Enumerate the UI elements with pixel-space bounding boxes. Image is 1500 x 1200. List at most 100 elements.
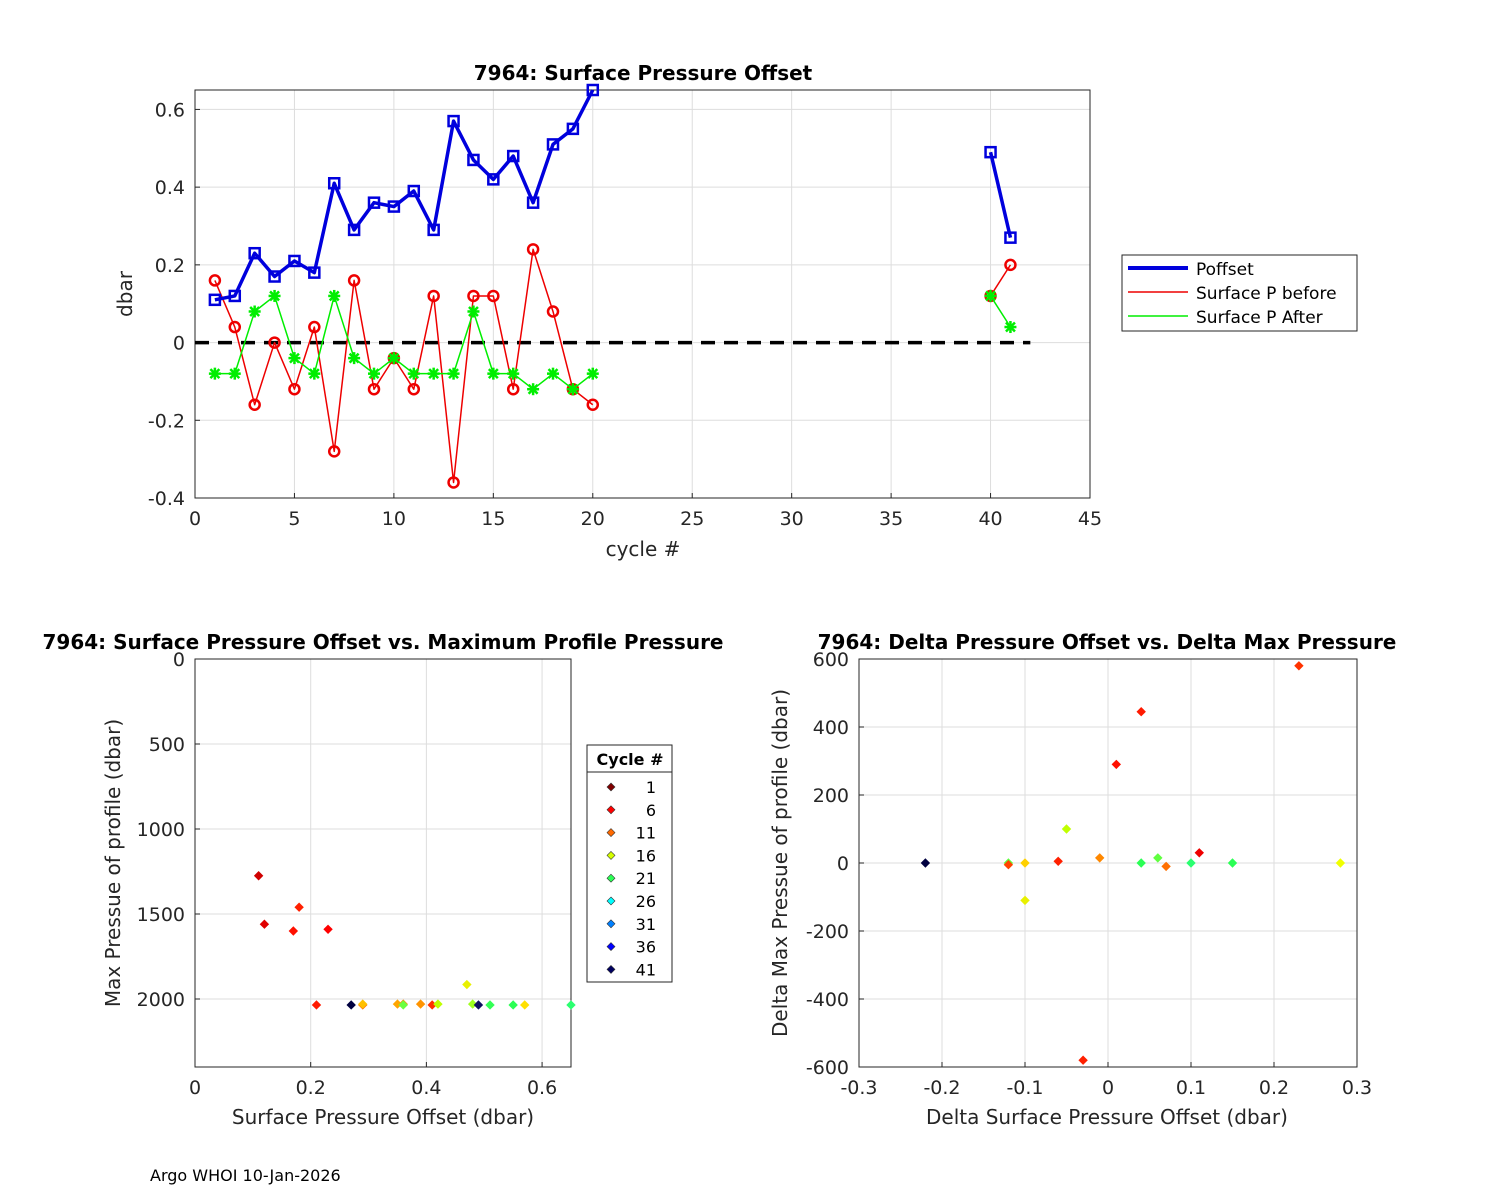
poffset-marker — [467, 153, 480, 167]
data-point — [392, 999, 403, 1009]
legend-marker — [606, 805, 616, 815]
data-point — [508, 1000, 518, 1010]
x-tick-label: 0.6 — [527, 1077, 557, 1099]
y-tick-label: 0 — [837, 853, 849, 875]
surface-p-before-marker — [506, 382, 520, 396]
surface-p-before-marker — [427, 289, 440, 303]
data-point — [1294, 661, 1304, 671]
chart2-legend-box — [586, 744, 673, 983]
poffset-marker — [308, 266, 321, 279]
surface-p-after-marker — [387, 352, 400, 365]
x-tick-label: 0 — [189, 1077, 201, 1099]
data-point — [398, 1000, 408, 1010]
x-tick-label: 10 — [382, 508, 406, 530]
y-tick-label: -400 — [806, 989, 849, 1011]
chart1-legend: Poffset Surface P before Surface P After — [1121, 254, 1358, 332]
chart3-data — [920, 661, 1346, 1065]
poffset-marker — [546, 138, 560, 151]
data-point — [473, 1000, 484, 1010]
poffset-marker — [447, 114, 460, 128]
x-tick-label: 20 — [581, 508, 605, 530]
chart3-title: 7964: Delta Pressure Offset vs. Delta Ma… — [818, 630, 1397, 654]
surface-p-after-marker — [208, 367, 221, 380]
poffset-marker — [427, 223, 440, 237]
star-stroke — [547, 368, 559, 380]
surface-p-after-marker — [407, 367, 420, 380]
data-point — [1020, 858, 1030, 868]
legend-marker — [606, 850, 616, 860]
data-point — [323, 924, 333, 935]
legend-marker — [606, 942, 616, 952]
chart2-data — [253, 871, 576, 1010]
poffset-marker — [248, 246, 261, 260]
data-point — [520, 1000, 530, 1010]
data-point — [1053, 856, 1063, 867]
data-point — [294, 902, 304, 912]
star-stroke — [487, 368, 499, 380]
y-tick-label: -0.2 — [148, 410, 185, 432]
poffset-marker — [526, 196, 540, 209]
chart1-xlabel: cycle # — [606, 537, 681, 561]
poffset-marker — [387, 200, 401, 213]
y-tick-label: 0 — [173, 649, 185, 671]
surface-p-after-marker — [368, 367, 380, 380]
chart2-ylabel: Max Pressue of profile (dbar) — [101, 719, 125, 1007]
surface-p-after-line — [989, 295, 1012, 328]
surface-p-after-marker — [447, 367, 460, 380]
surface-p-after-marker — [427, 367, 440, 380]
data-point — [920, 858, 931, 868]
chart1-grid — [194, 90, 1091, 499]
surface-p-before-marker — [308, 320, 321, 334]
data-point — [1161, 861, 1171, 872]
chart1-axes-box — [194, 89, 1091, 499]
x-tick-label: 0.1 — [1176, 1077, 1206, 1099]
surface-p-before-marker — [1004, 258, 1017, 272]
legend-marker — [606, 896, 616, 906]
surface-p-after-marker — [547, 367, 559, 380]
delta-offset-vs-delta-maxpressure-chart: -0.3 -0.2 -0.1 0 0.1 0.2 0.3 -600 -400 -200 0 200 40… — [768, 630, 1396, 1129]
chart3-ylabel: Delta Max Pressue of profile (dbar) — [768, 689, 792, 1037]
y-tick-label: 0 — [173, 333, 185, 355]
chart2-legend-title: Cycle # — [597, 750, 664, 769]
x-tick-label: 40 — [978, 508, 1002, 530]
poffset-marker — [268, 270, 281, 283]
legend-label: 6 — [646, 801, 656, 820]
surface-p-after-marker — [467, 305, 480, 318]
star-stroke — [229, 368, 241, 380]
surface-p-after-marker — [228, 367, 241, 380]
star-stroke — [985, 290, 996, 302]
offset-vs-maxpressure-chart: 0 0.2 0.4 0.6 0 500 1000 1500 2000 7964: Surface… — [43, 630, 724, 1129]
surface-p-before-marker — [407, 382, 421, 396]
data-point — [1078, 1055, 1088, 1065]
chart1-ylabel: dbar — [113, 270, 137, 317]
x-tick-label: 0.3 — [1342, 1077, 1372, 1099]
star-stroke — [1005, 321, 1016, 333]
x-tick-label: 15 — [481, 508, 505, 530]
surface-p-before-marker — [367, 382, 381, 396]
chart1-title: 7964: Surface Pressure Offset — [474, 61, 813, 85]
data-point — [288, 926, 299, 936]
data-point — [1061, 824, 1072, 834]
legend-marker — [606, 828, 616, 838]
poffset-line — [988, 151, 1013, 239]
surface-p-before-marker — [487, 289, 500, 303]
star-stroke — [428, 368, 440, 380]
chart1-data — [195, 83, 1031, 489]
offset-timeseries-chart: 0 5 10 15 20 25 30 35 40 45 -0.4 -0.2 0 0.2 0.4 0.6 796… — [113, 61, 1358, 561]
y-tick-label: 0.6 — [155, 99, 185, 121]
surface-p-after-marker — [487, 367, 500, 380]
surface-p-after-marker — [586, 367, 599, 380]
star-stroke — [567, 383, 579, 395]
legend-marker — [606, 919, 616, 929]
surface-p-after-marker — [984, 289, 997, 302]
x-tick-label: 35 — [879, 508, 903, 530]
star-stroke — [408, 368, 420, 380]
legend-before-label: Surface P before — [1196, 284, 1337, 304]
poffset-marker — [566, 122, 580, 136]
y-tick-label: 0.2 — [155, 255, 185, 277]
x-tick-label: 0.2 — [296, 1077, 326, 1099]
star-stroke — [527, 383, 539, 395]
data-point — [1136, 858, 1146, 868]
legend-after-label: Surface P After — [1196, 308, 1323, 328]
